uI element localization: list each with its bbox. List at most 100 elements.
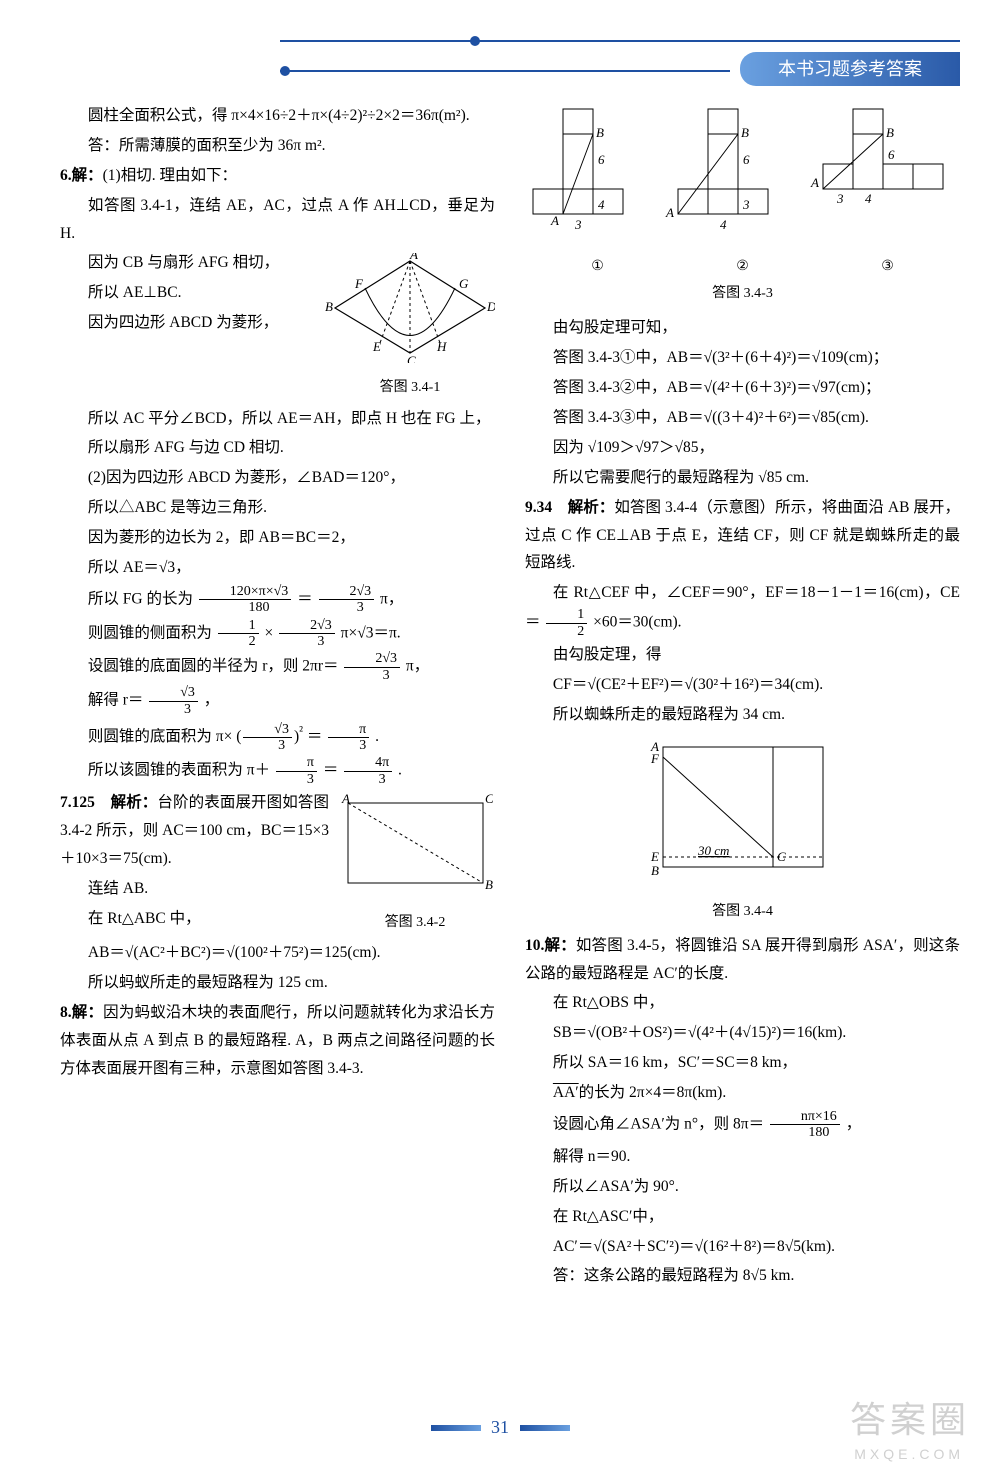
r1: 由勾股定理可知， [525,314,960,342]
r6: 所以它需要爬行的最短路程为 √85 cm. [525,464,960,492]
q10-h: 所以∠ASA′为 90°. [525,1173,960,1201]
q6-2c: 因为菱形的边长为 2，即 AB＝BC＝2， [60,524,495,552]
q6-1g: 所以扇形 AFG 与边 CD 相切. [60,434,495,462]
q7-head: 7.125 解析： [60,794,157,811]
d: 180 [199,600,291,615]
q9-head: 9.34 解析： [525,499,614,516]
header-inner-dot [280,66,290,76]
l-p02: 答：所需薄膜的面积至少为 36π m². [60,132,495,160]
page: 本书习题参考答案 圆柱全面积公式，得 π×4×16÷2＋π×(4÷2)²÷2×2… [0,0,1000,1473]
header-inner-rule [280,70,730,72]
q6-2e: 所以 FG 的长为 120×π×√3180 ＝ 2√33 π， [60,584,495,616]
q10-k: 答：这条公路的最短路程为 8√5 km. [525,1262,960,1290]
q9: 9.34 解析：如答图 3.4-4（示意图）所示，将曲面沿 AB 展开，过点 C… [525,494,960,578]
svg-text:A: A [665,205,674,220]
rect-svg: A C B [338,793,493,898]
q6-2d: 所以 AE＝√3， [60,554,495,582]
svg-text:4: 4 [720,217,727,232]
q6-2h: 解得 r＝ √33 ， [60,685,495,717]
t: 则圆锥的底面积为 π× [88,728,232,745]
svg-text:3: 3 [742,197,750,212]
n: 120×π×√3 [199,584,291,600]
d: 180 [770,1125,840,1140]
q6-1a: (1)相切. 理由如下： [103,167,237,184]
t: 解得 r＝ [88,692,144,709]
d: 3 [328,738,369,753]
r2: 答图 3.4-3①中，AB＝√(3²＋(6＋4)²)＝√109(cm)； [525,344,960,372]
fig-3-4-3: B A 6 4 3 B A [525,104,960,306]
n2: ② [736,254,749,279]
t: . [375,728,379,745]
header-tab: 本书习题参考答案 [740,52,960,86]
left-column: 圆柱全面积公式，得 π×4×16÷2＋π×(4÷2)²÷2×2＝36π(m²).… [60,100,495,1292]
svg-text:C: C [407,353,416,363]
n: 2√3 [319,584,375,600]
fig-3-4-1: A B D C F G E H 答图 3.4-1 [325,253,495,400]
n: π [276,755,317,771]
svg-text:G: G [459,276,469,291]
n1: ① [591,254,604,279]
q10: 10.解：如答图 3.4-5，将圆锥沿 SA 展开得到扇形 ASA′，则这条公路… [525,932,960,988]
svg-text:3: 3 [574,217,582,232]
d: 3 [344,772,392,787]
svg-text:A: A [341,793,350,806]
n: 1 [218,618,259,634]
fig1-cap: 答图 3.4-1 [325,375,495,400]
q10-g: 解得 n＝90. [525,1143,960,1171]
t: 则圆锥的侧面积为 [88,624,212,641]
svg-text:F: F [354,276,364,291]
right-column: B A 6 4 3 B A [525,100,960,1292]
q6-2i: 则圆锥的底面积为 π× (√33)² ＝ π3 . [60,719,495,753]
q8: 8.解：因为蚂蚁沿木块的表面爬行，所以问题就转化为求沿长方体表面从点 A 到点 … [60,999,495,1083]
q10-head: 10.解： [525,937,576,954]
svg-text:F: F [650,751,660,766]
nets-svg: B A 6 4 3 B A [528,104,958,244]
fig4-cap: 答图 3.4-4 [525,899,960,924]
q6: 6.解：(1)相切. 理由如下： [60,162,495,190]
q10-f: 设圆心角∠ASA′为 n°，则 8π＝ nπ×16180 ， [525,1109,960,1141]
svg-text:4: 4 [598,197,605,212]
t: π， [380,590,403,607]
svg-text:D: D [486,299,495,314]
n: 1 [546,607,587,623]
q9-c: 由勾股定理，得 [525,641,960,669]
n: nπ×16 [770,1109,840,1125]
q10-b: 在 Rt△OBS 中， [525,989,960,1017]
t: 设圆心角∠ASA′为 n°，则 8π＝ [553,1116,764,1133]
q7-d: AB＝√(AC²＋BC²)＝√(100²＋75²)＝125(cm). [60,939,495,967]
t: . [398,762,402,779]
columns: 圆柱全面积公式，得 π×4×16÷2＋π×(4÷2)²÷2×2＝36π(m²).… [60,100,960,1292]
svg-text:3: 3 [836,191,844,206]
svg-text:B: B [886,125,894,140]
q10-i: 在 Rt△ASC′中， [525,1203,960,1231]
q10-a: 如答图 3.4-5，将圆锥沿 SA 展开得到扇形 ASA′，则这条公路的最短路程… [525,937,960,982]
svg-text:B: B [651,863,659,878]
q10-c: SB＝√(OB²＋OS²)＝√(4²＋(4√15)²)＝16(km). [525,1019,960,1047]
r5: 因为 √109＞√97＞√85， [525,434,960,462]
q6-2g: 设圆锥的底面圆的半径为 r，则 2πr＝ 2√33 π， [60,651,495,683]
n: π [328,722,369,738]
svg-text:30 cm: 30 cm [697,843,729,858]
fig-3-4-4: A F E B C 30 cm 答图 3.4-4 [525,737,960,924]
d: 3 [243,738,292,753]
svg-text:B: B [325,299,333,314]
d: 2 [218,634,259,649]
q6-2b: 所以△ABC 是等边三角形. [60,494,495,522]
svg-text:C: C [485,793,493,806]
q6-1f: 所以 AC 平分∠BCD，所以 AE＝AH，即点 H 也在 FG 上， [60,405,495,433]
d: 3 [319,600,375,615]
bar-r [520,1425,570,1431]
q6-2a: (2)因为四边形 ABCD 为菱形，∠BAD＝120°， [60,464,495,492]
r3: 答图 3.4-3②中，AB＝√(4²＋(6＋3)²)＝√97(cm)； [525,374,960,402]
svg-text:6: 6 [598,152,605,167]
svg-text:B: B [485,877,493,892]
q6-1b: 如答图 3.4-1，连结 AE，AC，过点 A 作 AH⊥CD，垂足为 H. [60,192,495,248]
n: 4π [344,755,392,771]
n: 2√3 [344,651,400,667]
q6-1f-txt: 所以 AC 平分∠BCD，所以 AE＝AH，即点 H 也在 FG 上， [88,410,491,427]
t: 所以 FG 的长为 [88,590,193,607]
t: ， [204,692,220,709]
header-rule [280,40,960,42]
q10-d: 所以 SA＝16 km，SC′＝SC＝8 km， [525,1049,960,1077]
nets-nums: ① ② ③ [525,254,960,279]
